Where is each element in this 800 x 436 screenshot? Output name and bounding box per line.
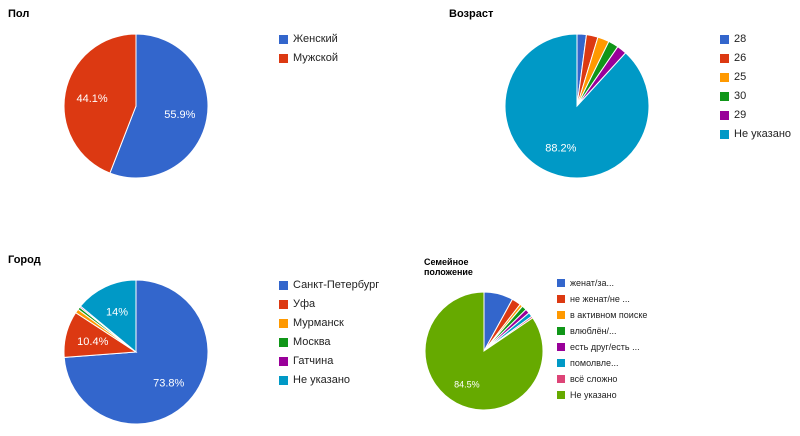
legend: 28 26 25 30 29 Не указано — [720, 33, 791, 147]
slice-label: 14% — [106, 307, 128, 319]
legend-swatch — [279, 300, 288, 309]
slice-label: 10.4% — [77, 336, 108, 348]
legend-item[interactable]: Гатчина — [279, 355, 379, 368]
legend: Женский Мужской — [279, 33, 338, 71]
legend-label: 25 — [734, 71, 747, 83]
legend-label: Не указано — [734, 128, 792, 140]
legend-swatch — [557, 311, 565, 319]
legend-swatch — [279, 54, 288, 63]
legend-item[interactable]: в активном поиске — [557, 310, 652, 320]
legend-item[interactable]: всё сложно — [557, 374, 652, 384]
legend-label: Гатчина — [293, 355, 334, 367]
legend-item[interactable]: Мурманск — [279, 317, 379, 330]
legend: женат/за... не женат/не ... в активном пои… — [557, 278, 652, 406]
legend-label: Мужской — [293, 52, 338, 64]
legend-swatch — [279, 319, 288, 328]
legend-swatch — [720, 35, 729, 44]
legend-swatch — [720, 54, 729, 63]
legend-item[interactable]: 29 — [720, 109, 791, 122]
slice-label: 44.1% — [77, 93, 108, 105]
slice-label: 73.8% — [153, 377, 184, 389]
chart-title: Семейное положение — [424, 257, 473, 277]
legend: Санкт-Петербург Уфа Мурманск Москва Гатчина Н… — [279, 279, 379, 393]
pie-chart: 84.5% — [424, 291, 544, 411]
legend-item[interactable]: Женский — [279, 33, 338, 46]
legend-item[interactable]: 30 — [720, 90, 791, 103]
legend-label: Не указано — [293, 374, 351, 386]
legend-label: помолвле... — [570, 358, 619, 368]
legend-label: влюблён/... — [570, 326, 617, 336]
pie-chart: 55.9% 44.1% — [63, 33, 209, 179]
legend-label: Уфа — [293, 298, 316, 310]
legend-label: есть друг/есть ... — [570, 342, 640, 352]
chart-title: Город — [8, 254, 41, 266]
legend-item[interactable]: 28 — [720, 33, 791, 46]
legend-swatch — [720, 111, 729, 120]
pie-slice[interactable] — [504, 33, 650, 179]
legend-item[interactable]: Москва — [279, 336, 379, 349]
slice-label: 84.5% — [454, 379, 480, 389]
pie-slice[interactable] — [79, 279, 137, 354]
legend-swatch — [720, 130, 729, 139]
legend-label: Москва — [293, 336, 331, 348]
pie-chart: 88.2% — [504, 33, 650, 179]
legend-item[interactable]: Санкт-Петербург — [279, 279, 379, 292]
legend-swatch — [279, 338, 288, 347]
legend-swatch — [279, 281, 288, 290]
legend-label: Женский — [293, 33, 338, 45]
legend-swatch — [557, 391, 565, 399]
legend-label: Мурманск — [293, 317, 344, 329]
legend-swatch — [720, 92, 729, 101]
legend-swatch — [557, 327, 565, 335]
slice-label: 55.9% — [164, 109, 195, 121]
pie-slice[interactable] — [109, 33, 209, 179]
pie-chart: 73.8% 10.4% 14% — [63, 279, 209, 425]
legend-label: Не указано — [570, 390, 617, 400]
legend-item[interactable]: 25 — [720, 71, 791, 84]
legend-item[interactable]: не женат/не ... — [557, 294, 652, 304]
legend-label: Санкт-Петербург — [293, 279, 380, 291]
legend-label: в активном поиске — [570, 310, 648, 320]
legend-item[interactable]: влюблён/... — [557, 326, 652, 336]
legend-item[interactable]: помолвле... — [557, 358, 652, 368]
slice-label: 88.2% — [545, 143, 576, 155]
legend-swatch — [557, 343, 565, 351]
pie-slice[interactable] — [63, 33, 137, 174]
legend-swatch — [557, 359, 565, 367]
legend-item[interactable]: есть друг/есть ... — [557, 342, 652, 352]
legend-swatch — [557, 375, 565, 383]
legend-label: 26 — [734, 52, 747, 64]
pie-slice[interactable] — [424, 291, 544, 411]
legend-item[interactable]: Не указано — [279, 374, 379, 387]
legend-swatch — [279, 35, 288, 44]
legend-swatch — [720, 73, 729, 82]
legend-label: всё сложно — [570, 374, 618, 384]
legend-label: женат/за... — [570, 278, 615, 288]
legend-item[interactable]: 26 — [720, 52, 791, 65]
legend-label: 29 — [734, 109, 747, 121]
legend-item[interactable]: Не указано — [720, 128, 791, 141]
chart-title: Возраст — [449, 8, 494, 20]
legend-item[interactable]: Мужской — [279, 52, 338, 65]
legend-label: не женат/не ... — [570, 294, 630, 304]
legend-item[interactable]: Не указано — [557, 390, 652, 400]
legend-item[interactable]: Уфа — [279, 298, 379, 311]
legend-swatch — [557, 279, 565, 287]
legend-label: 28 — [734, 33, 747, 45]
chart-title: Пол — [8, 8, 30, 20]
legend-swatch — [557, 295, 565, 303]
legend-item[interactable]: женат/за... — [557, 278, 652, 288]
legend-label: 30 — [734, 90, 747, 102]
legend-swatch — [279, 376, 288, 385]
legend-swatch — [279, 357, 288, 366]
